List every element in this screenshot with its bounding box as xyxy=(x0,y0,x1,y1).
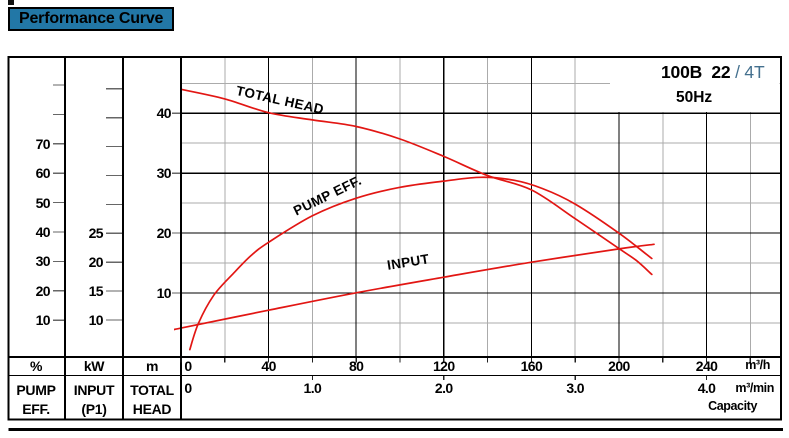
page-title: Performance Curve xyxy=(8,7,175,31)
x-tick-label: 200 xyxy=(608,357,630,374)
x-tick-label: 40 xyxy=(261,357,276,374)
x-secondary-tick-label: 4.0 xyxy=(697,380,716,396)
total-head-row-line1: TOTAL xyxy=(130,382,174,398)
frequency-label: 50Hz xyxy=(676,89,713,106)
capacity-label: Capacity xyxy=(708,398,757,413)
x-secondary-tick-label: 0 xyxy=(184,380,192,396)
eff-tick-label: 20 xyxy=(35,282,51,299)
x-tick-label: 0 xyxy=(184,357,192,374)
scan-artifact xyxy=(8,0,14,5)
head-unit-label: m xyxy=(145,358,159,374)
m3h-unit-label: m³/h xyxy=(745,357,770,372)
x-tick-label: 120 xyxy=(432,357,455,374)
x-tick-label: 80 xyxy=(348,357,364,374)
total-head-row-line2: HEAD xyxy=(132,401,172,417)
x-secondary-tick-label: 1.0 xyxy=(303,380,322,396)
m3min-unit-label: m³/min xyxy=(735,380,774,395)
eff-unit-label: % xyxy=(29,358,43,374)
eff-tick-label: 50 xyxy=(35,194,51,211)
input-row-line1: INPUT xyxy=(73,382,115,398)
model-number: 100B 22 xyxy=(661,62,731,82)
head-tick-label: 40 xyxy=(156,105,172,122)
input-row-line2: (P1) xyxy=(81,401,107,417)
kw-tick-label: 10 xyxy=(88,312,104,328)
x-secondary-tick-label: 3.0 xyxy=(566,380,584,396)
eff-tick-label: 40 xyxy=(35,224,51,240)
eff-tick-label: 60 xyxy=(35,165,51,182)
kw-tick-label: 25 xyxy=(88,225,104,242)
eff-tick-label: 30 xyxy=(35,253,51,270)
eff-tick-label: 70 xyxy=(35,135,51,152)
pump-eff-row-line2: EFF. xyxy=(22,401,50,417)
x-secondary-tick-label: 2.0 xyxy=(434,380,453,396)
model-variant: / 4T xyxy=(730,62,765,82)
kw-tick-label: 15 xyxy=(88,283,104,300)
head-tick-label: 10 xyxy=(156,284,172,301)
eff-tick-label: 10 xyxy=(35,312,51,329)
kw-tick-label: 20 xyxy=(88,254,104,271)
input-unit-label: kW xyxy=(83,358,105,374)
head-tick-label: 30 xyxy=(156,165,172,182)
head-tick-label: 20 xyxy=(156,225,172,242)
model-label: 100B 22 / 4T xyxy=(661,62,765,83)
x-tick-label: 240 xyxy=(695,357,718,374)
x-tick-label: 160 xyxy=(520,357,543,374)
pump-eff-row-line1: PUMP xyxy=(16,382,56,398)
